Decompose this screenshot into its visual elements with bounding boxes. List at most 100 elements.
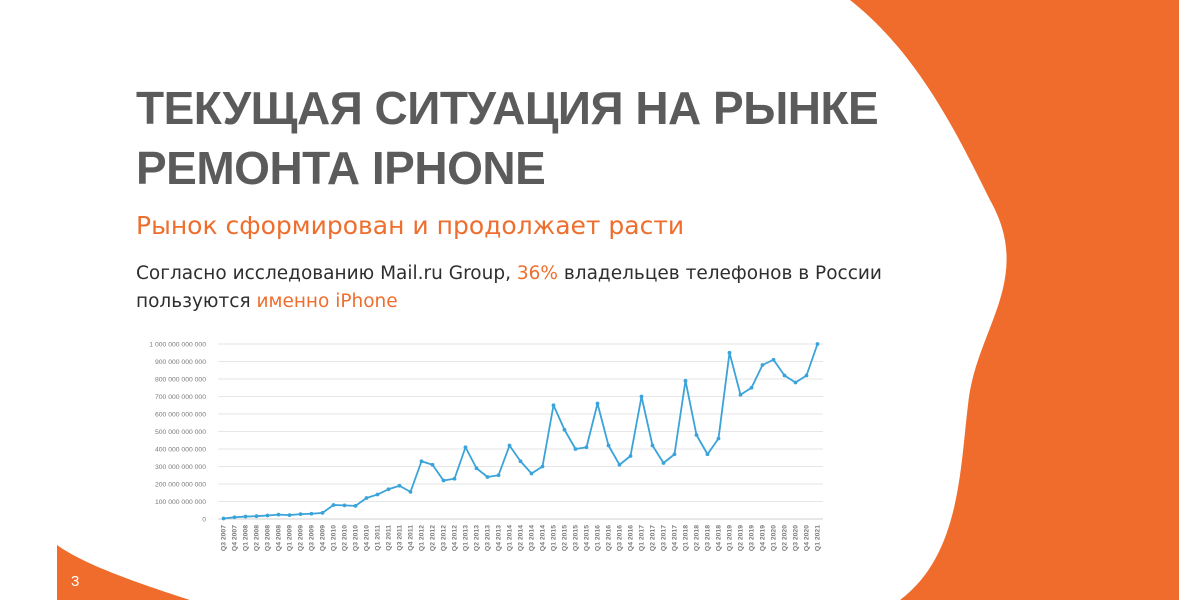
x-tick-label: Q1 2011 <box>375 525 382 551</box>
y-tick-label: 500 000 000 000 <box>155 429 206 436</box>
x-tick-label: Q4 2019 <box>760 525 767 551</box>
x-tick-label: Q2 2017 <box>650 525 657 551</box>
data-point <box>661 461 666 465</box>
x-tick-label: Q4 2010 <box>364 525 371 551</box>
data-point <box>595 401 600 406</box>
x-tick-label: Q2 2020 <box>782 525 789 551</box>
body-text-part-1: Согласно исследованию Mail.ru Group, <box>136 263 517 284</box>
title-line-2: РЕМОНТА IPHONE <box>136 142 546 194</box>
data-point <box>397 483 402 488</box>
data-point <box>408 489 413 494</box>
data-point <box>353 503 358 508</box>
data-point <box>320 510 325 515</box>
x-tick-label: Q1 2016 <box>595 525 602 551</box>
body-highlight-percent: 36% <box>516 263 558 284</box>
x-tick-label: Q2 2011 <box>386 525 393 551</box>
data-point <box>683 378 688 383</box>
x-tick-label: Q3 2017 <box>661 525 668 551</box>
data-point <box>232 515 237 520</box>
data-point <box>672 452 677 457</box>
y-tick-label: 300 000 000 000 <box>155 464 206 471</box>
data-point <box>309 511 314 516</box>
data-point <box>584 445 589 450</box>
x-tick-label: Q4 2015 <box>584 525 591 551</box>
line-chart-svg: 0 100 000 000 000 200 000 000 000 300 000 0… <box>149 342 823 551</box>
x-tick-label: Q2 2012 <box>430 525 437 551</box>
x-tick-label: Q1 2019 <box>727 525 734 551</box>
y-tick-label: 400 000 000 000 <box>155 447 206 454</box>
y-tick-label: 800 000 000 000 <box>155 377 206 384</box>
x-tick-label: Q4 2008 <box>276 525 283 551</box>
data-point <box>793 380 798 385</box>
data-point <box>507 443 512 448</box>
x-tick-label: Q3 2015 <box>573 525 580 551</box>
y-tick-label: 100 000 000 000 <box>155 499 206 506</box>
x-tick-label: Q3 2012 <box>441 525 448 551</box>
data-point <box>562 427 567 432</box>
body-text: Согласно исследованию Mail.ru Group, 36%… <box>136 260 896 316</box>
data-point <box>452 476 457 481</box>
data-point <box>243 514 248 519</box>
data-point <box>276 512 281 517</box>
data-point <box>606 443 611 448</box>
y-tick-label: 1 000 000 000 000 <box>149 342 206 349</box>
x-tick-label: Q1 2021 <box>815 525 822 551</box>
data-point <box>573 447 578 451</box>
data-point <box>364 496 369 500</box>
x-tick-label: Q2 2018 <box>694 525 701 551</box>
data-point <box>287 513 292 518</box>
x-tick-label: Q1 2015 <box>551 525 558 551</box>
x-tick-label: Q1 2008 <box>243 525 250 551</box>
x-tick-label: Q3 2007 <box>221 525 228 551</box>
data-point <box>474 466 479 471</box>
data-point <box>738 392 743 397</box>
x-tick-label: Q4 2017 <box>672 525 679 551</box>
data-point <box>375 492 380 497</box>
x-tick-label: Q4 2013 <box>496 525 503 551</box>
line-chart: 0 100 000 000 000 200 000 000 000 300 000 0… <box>118 330 838 558</box>
data-point <box>419 459 424 464</box>
data-point <box>716 436 721 441</box>
data-point <box>639 394 644 399</box>
x-tick-label: Q1 2018 <box>683 525 690 551</box>
data-point <box>529 471 534 476</box>
data-point <box>551 403 556 408</box>
x-tick-label: Q1 2013 <box>463 525 470 551</box>
data-point <box>540 464 545 469</box>
page-number: 3 <box>71 573 80 590</box>
x-tick-label: Q1 2012 <box>419 525 426 551</box>
data-point <box>815 342 820 346</box>
x-tick-label: Q4 2018 <box>716 525 723 551</box>
data-point <box>694 433 699 437</box>
x-tick-label: Q4 2009 <box>320 525 327 551</box>
body-text-part-2: владельцев телефонов в России пользуются <box>136 263 882 312</box>
x-tick-label: Q3 2019 <box>749 525 756 551</box>
data-point <box>496 473 501 478</box>
data-point <box>727 350 732 355</box>
data-point <box>254 514 259 519</box>
x-tick-label: Q1 2017 <box>639 525 646 551</box>
data-point <box>386 487 391 492</box>
title-line-1: ТЕКУЩАЯ СИТУАЦИЯ НА РЫНКЕ <box>136 82 879 134</box>
data-point <box>650 443 655 448</box>
x-tick-label: Q3 2018 <box>705 525 712 551</box>
x-tick-label: Q4 2016 <box>628 525 635 551</box>
y-tick-label: 900 000 000 000 <box>155 359 206 366</box>
x-tick-label: Q3 2011 <box>397 525 404 551</box>
y-tick-label: 0 <box>202 517 206 524</box>
x-tick-label: Q4 2007 <box>232 525 239 551</box>
data-point <box>265 513 270 518</box>
x-tick-label: Q1 2010 <box>331 525 338 551</box>
x-tick-label: Q4 2014 <box>540 525 547 551</box>
x-tick-label: Q3 2016 <box>617 525 624 551</box>
x-tick-label: Q2 2014 <box>518 525 525 551</box>
x-tick-label: Q2 2016 <box>606 525 613 551</box>
y-tick-label: 600 000 000 000 <box>155 412 206 419</box>
x-tick-label: Q4 2020 <box>804 525 811 551</box>
x-tick-label: Q4 2012 <box>452 525 459 551</box>
x-tick-label: Q4 2011 <box>408 525 415 551</box>
data-point <box>518 459 523 464</box>
x-tick-label: Q2 2010 <box>342 525 349 551</box>
